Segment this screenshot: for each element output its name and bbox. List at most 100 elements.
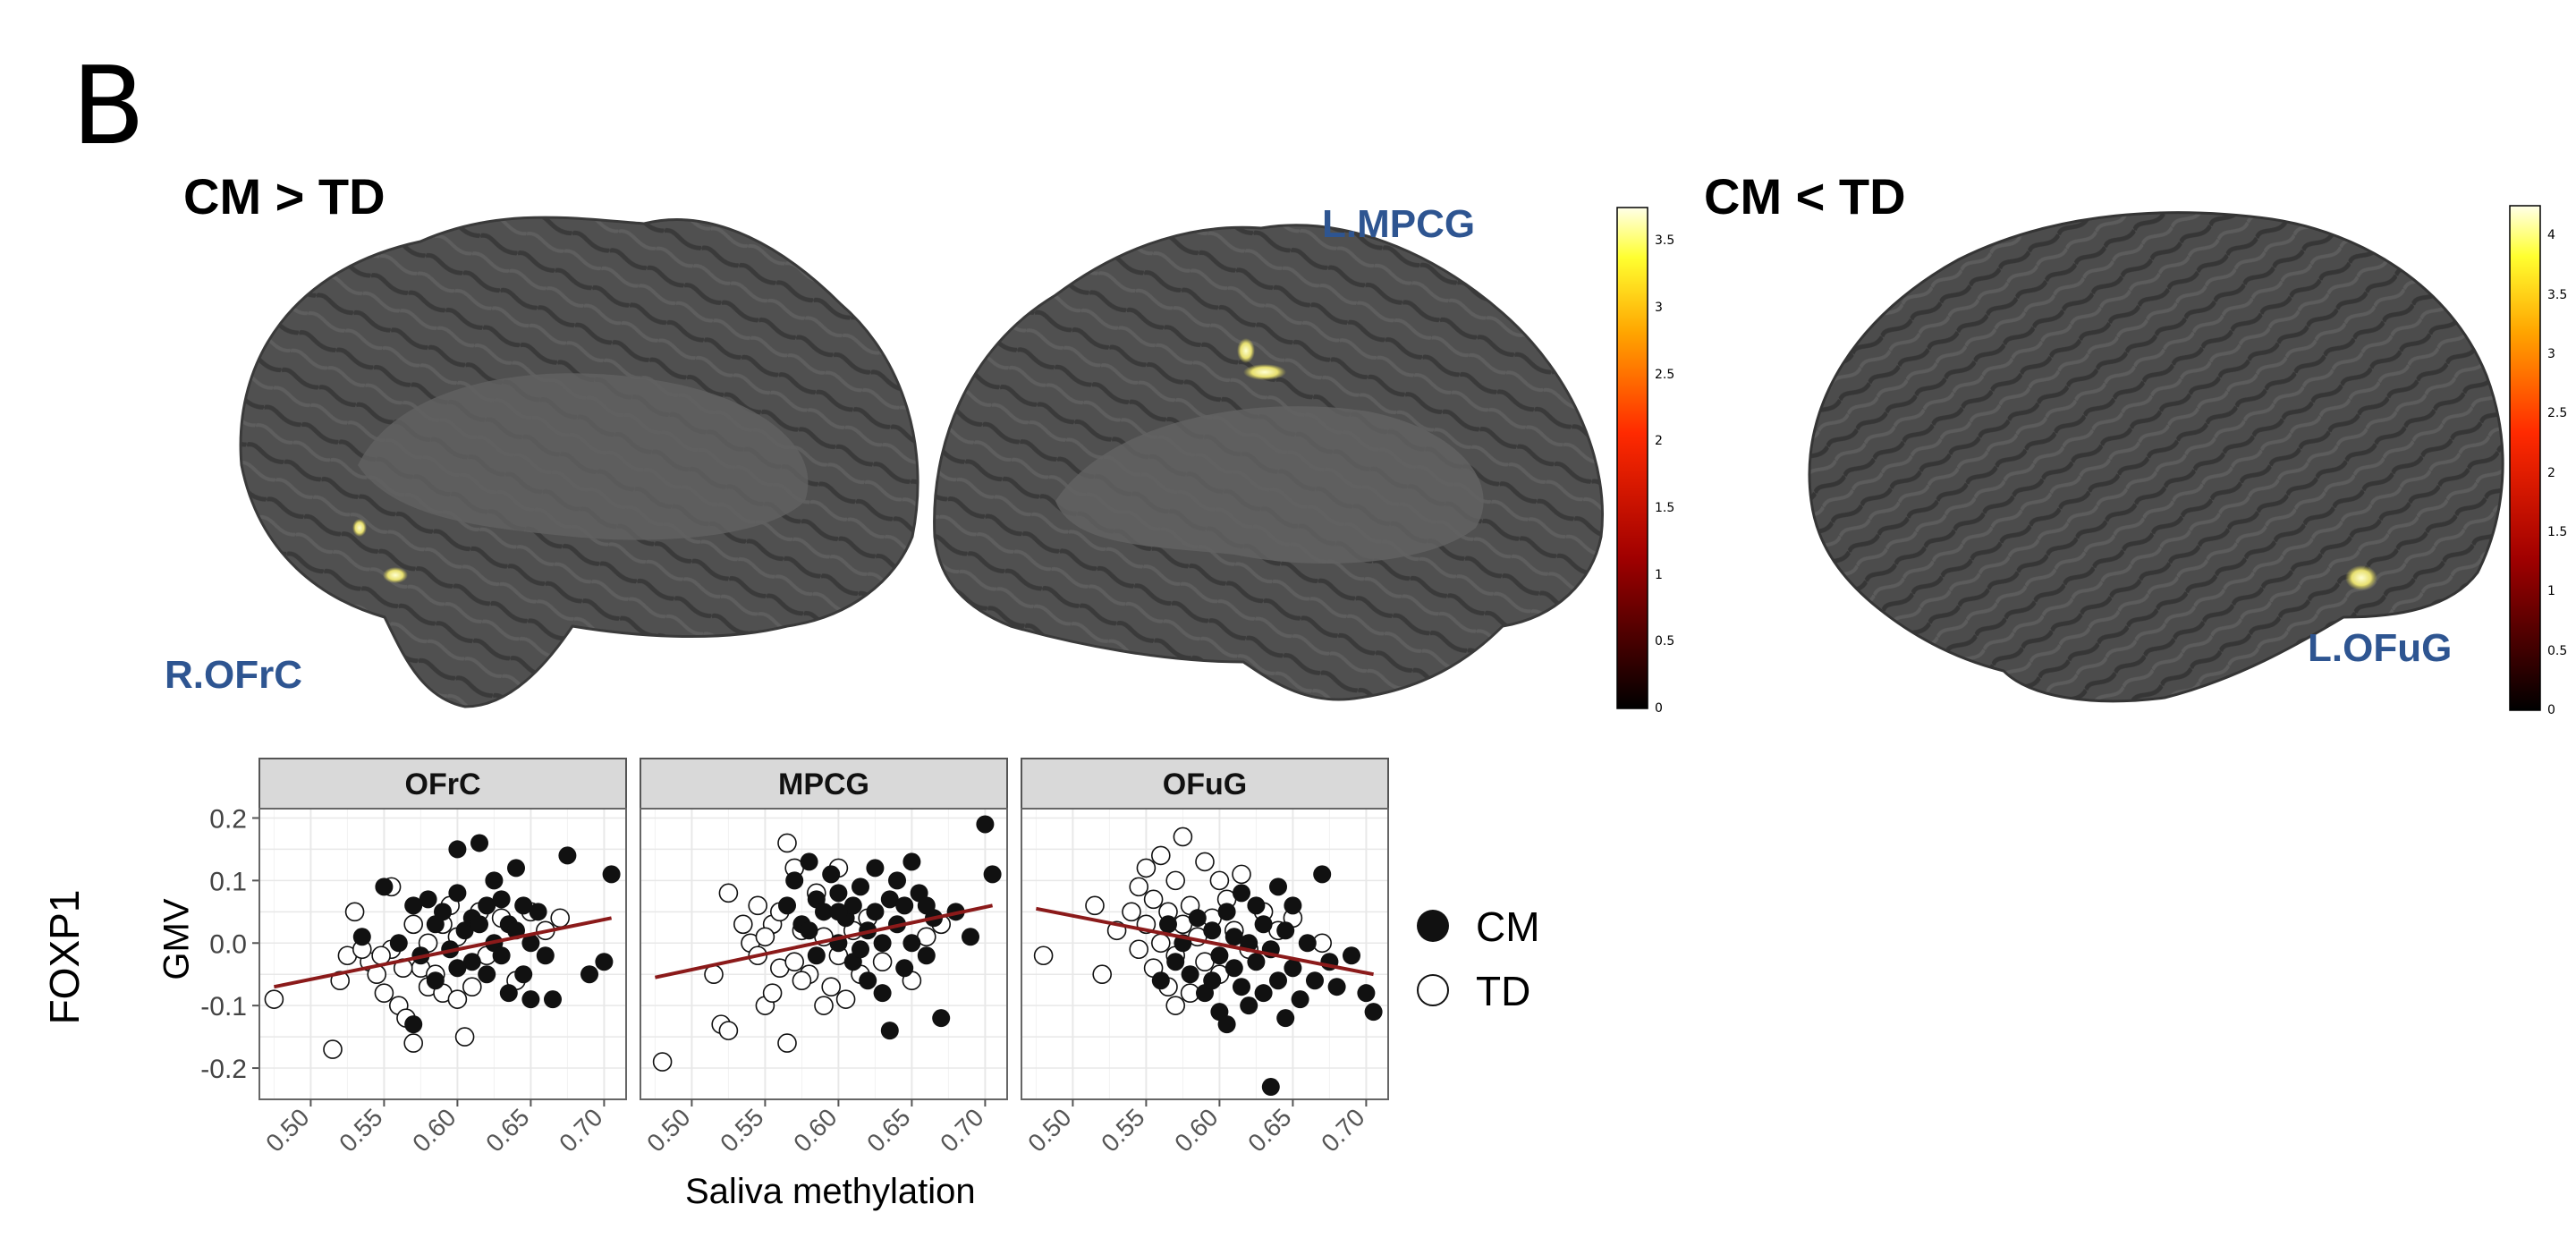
point-cm xyxy=(375,878,394,896)
colorbar-2-tick: 1 xyxy=(2547,584,2555,599)
fit-line xyxy=(654,903,994,979)
point-cm xyxy=(866,859,885,878)
x-tick-label: 0.70 xyxy=(935,1103,988,1157)
point-td xyxy=(1173,827,1193,847)
point-cm xyxy=(536,946,555,965)
point-td xyxy=(1092,964,1112,985)
point-cm xyxy=(807,946,826,965)
facet-border xyxy=(258,808,627,1100)
x-tick-label: 0.60 xyxy=(1169,1103,1223,1157)
x-tick-label: 0.50 xyxy=(1022,1103,1076,1157)
point-cm xyxy=(932,1009,951,1028)
point-td xyxy=(762,983,783,1003)
point-td xyxy=(1143,889,1164,910)
point-td xyxy=(777,1033,797,1053)
point-td xyxy=(1151,845,1171,866)
point-cm xyxy=(514,896,533,915)
fit-line xyxy=(274,916,612,989)
point-cm xyxy=(1291,990,1309,1009)
point-cm xyxy=(829,903,848,921)
x-tick-label: 0.70 xyxy=(1316,1103,1369,1157)
x-tick-label: 0.60 xyxy=(788,1103,842,1157)
point-td xyxy=(748,895,768,916)
legend-swatch-td xyxy=(1417,974,1449,1006)
point-td xyxy=(1232,864,1251,885)
point-cm xyxy=(1181,965,1199,984)
point-cm xyxy=(859,971,877,990)
point-cm xyxy=(822,865,841,884)
point-td xyxy=(264,989,284,1009)
point-td xyxy=(462,977,482,996)
point-cm xyxy=(352,928,371,946)
colorbar-2-tick: 0 xyxy=(2547,703,2555,717)
facet-title: MPCG xyxy=(778,767,869,801)
facet-title: OFrC xyxy=(405,767,481,801)
point-cm xyxy=(1224,928,1243,946)
point-cm xyxy=(1357,984,1376,1003)
point-cm xyxy=(507,859,525,878)
point-td xyxy=(872,952,893,972)
point-cm xyxy=(1364,1003,1383,1022)
colorbar-2-tick: 3.5 xyxy=(2547,287,2568,302)
point-td xyxy=(777,833,797,853)
point-cm xyxy=(983,865,1002,884)
point-cm xyxy=(902,852,921,871)
point-cm xyxy=(1151,971,1170,990)
colorbar-2-tick: 4 xyxy=(2547,228,2555,243)
facet-border xyxy=(1021,808,1389,1100)
brain-medial-right xyxy=(239,216,919,708)
colorbar-1-tick: 1.5 xyxy=(1655,501,1675,515)
x-tick-label: 0.60 xyxy=(407,1103,461,1157)
y-tick-label: 0.0 xyxy=(209,929,247,959)
point-cm xyxy=(815,903,833,921)
point-td xyxy=(1129,877,1148,897)
colorbar-2-tick: 0.5 xyxy=(2547,643,2568,658)
point-cm xyxy=(1254,984,1273,1003)
point-cm xyxy=(917,896,936,915)
point-cm xyxy=(478,965,496,984)
point-cm xyxy=(1276,1009,1295,1028)
point-cm xyxy=(448,840,467,859)
point-td xyxy=(1151,933,1171,954)
y-tick-label: -0.1 xyxy=(200,992,247,1022)
facet-border xyxy=(640,808,1008,1100)
y-axis-title-line2: GMV xyxy=(157,898,197,980)
point-cm xyxy=(1224,959,1243,978)
point-cm xyxy=(499,984,518,1003)
scatter-figure: 0.2 0.1 0.0 -0.1 -0.2 OFrC 0.50 0.55 0.60 0.65 0.7… xyxy=(200,758,1389,1157)
point-td xyxy=(1085,895,1105,916)
point-cm xyxy=(800,921,818,940)
point-cm xyxy=(521,934,540,953)
point-td xyxy=(1165,870,1185,891)
point-cm xyxy=(558,846,577,865)
point-cm xyxy=(492,946,511,965)
point-td xyxy=(718,883,739,903)
x-axis-title: Saliva methylation xyxy=(685,1172,976,1211)
point-cm xyxy=(843,896,862,915)
fit-line xyxy=(1036,906,1374,977)
point-cm xyxy=(800,852,818,871)
point-td xyxy=(550,908,571,928)
point-td xyxy=(814,996,834,1015)
point-cm xyxy=(1203,971,1222,990)
point-cm xyxy=(485,871,504,890)
brain-lateral-left xyxy=(1808,211,2504,703)
point-td xyxy=(1209,870,1230,891)
point-td xyxy=(1136,858,1157,878)
point-cm xyxy=(1276,921,1295,940)
point-cm xyxy=(873,934,892,953)
colorbar-1-tick: 3 xyxy=(1655,301,1663,315)
legend-swatch-cm xyxy=(1417,910,1449,942)
legend-label-cm: CM xyxy=(1476,903,1540,950)
point-td xyxy=(323,1039,343,1059)
x-tick-label: 0.65 xyxy=(480,1103,534,1157)
point-cm xyxy=(1159,915,1177,934)
point-cm xyxy=(1269,971,1287,990)
point-td xyxy=(454,1027,475,1047)
facet-strip xyxy=(1021,758,1389,810)
point-cm xyxy=(778,896,796,915)
point-cm xyxy=(426,971,445,990)
y-tick-label: 0.1 xyxy=(209,867,247,896)
colorbar-1-tick: 3.5 xyxy=(1655,233,1675,249)
point-cm xyxy=(1313,865,1332,884)
